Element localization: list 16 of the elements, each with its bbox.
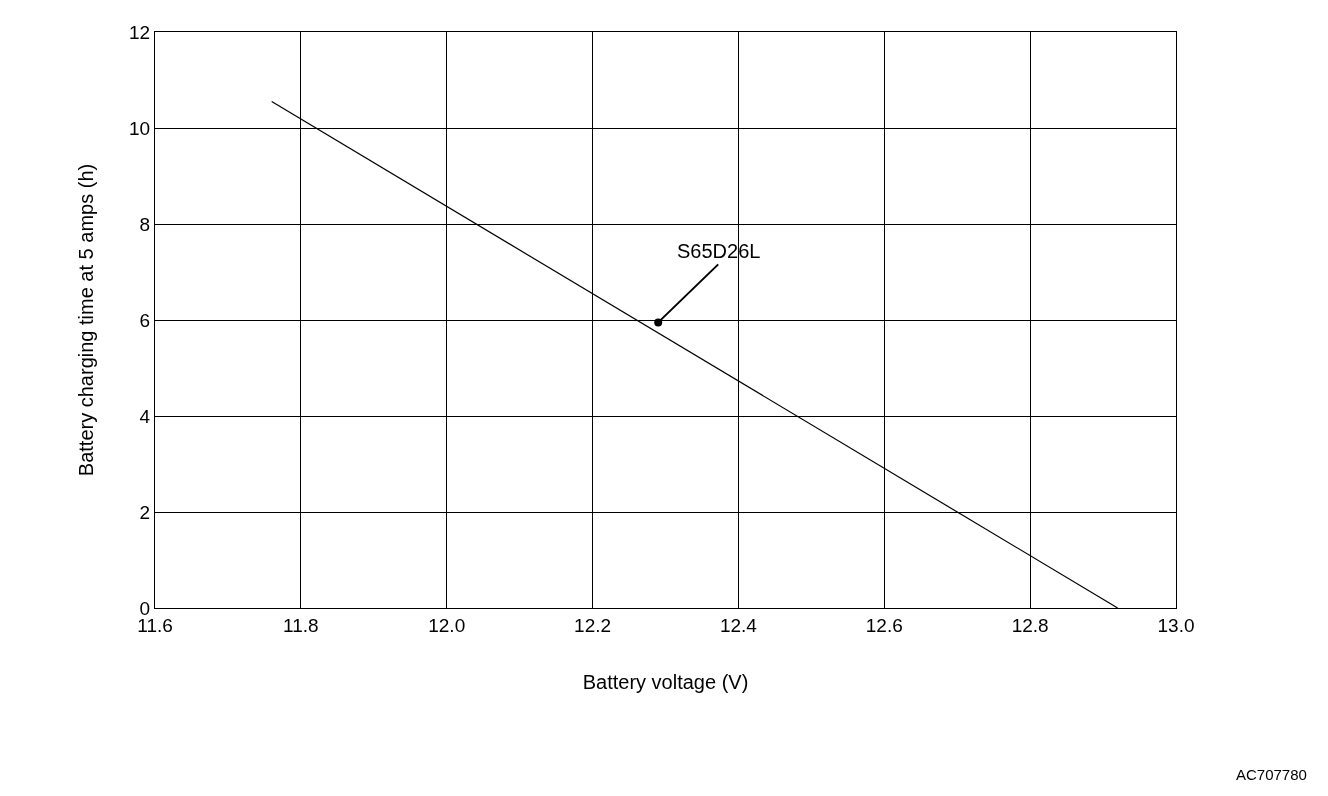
text: AC707780 xyxy=(1236,766,1307,783)
x-tick-label: 12.8 xyxy=(1011,614,1049,636)
x-tick-label: 12.6 xyxy=(865,614,903,636)
x-tick-label: 13.0 xyxy=(1157,614,1195,636)
y-tick-label: 4 xyxy=(139,405,151,427)
x-tick-label: 12.0 xyxy=(428,614,466,636)
y-axis-title: Battery charging time at 5 amps (h) xyxy=(74,163,97,477)
y-tick-label: 8 xyxy=(139,213,151,235)
x-tick-label: 12.2 xyxy=(574,614,612,636)
y-tick-label: 6 xyxy=(139,309,151,331)
x-axis-title: Battery voltage (V) xyxy=(582,671,749,694)
x-tick-label: 12.4 xyxy=(719,614,758,636)
x-tick-label: 11.8 xyxy=(283,614,319,636)
y-tick-label: 12 xyxy=(129,21,151,43)
y-tick-label: 10 xyxy=(129,117,151,139)
y-tick-label: 2 xyxy=(139,501,151,523)
